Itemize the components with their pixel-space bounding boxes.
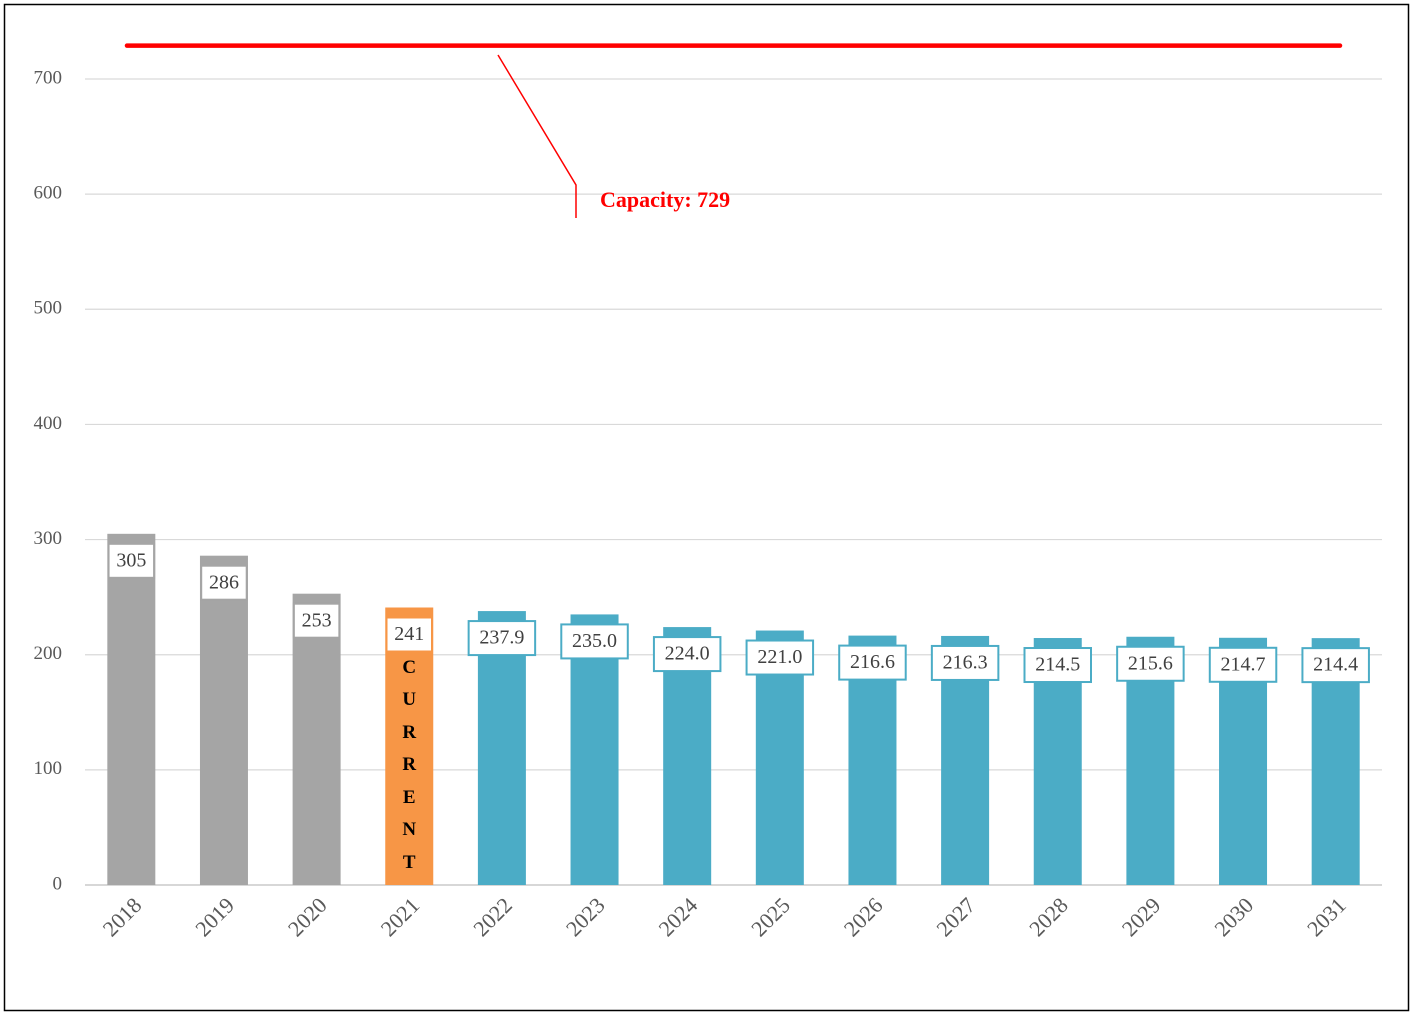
data-label: 253 xyxy=(302,609,332,631)
data-label-box xyxy=(560,623,629,660)
x-tick-label: 2027 xyxy=(931,892,980,941)
x-tick-label: 2018 xyxy=(98,892,147,941)
x-tick-label: 2021 xyxy=(376,892,425,941)
data-label: 214.4 xyxy=(1313,654,1358,676)
grid xyxy=(85,78,1382,886)
x-tick-label: 2023 xyxy=(561,892,610,941)
data-label: 235.0 xyxy=(572,630,617,652)
bar xyxy=(107,533,156,885)
data-label-box xyxy=(385,616,433,653)
data-label: 216.3 xyxy=(943,652,988,674)
x-tick-label: 2022 xyxy=(468,892,517,941)
data-label-box xyxy=(292,602,341,639)
y-tick-label: 700 xyxy=(34,67,63,88)
data-label: 241 xyxy=(394,623,424,645)
y-tick-label: 300 xyxy=(34,528,63,549)
data-label-box xyxy=(1023,647,1092,684)
bar xyxy=(199,555,248,885)
data-label-box xyxy=(1116,645,1185,682)
y-tick-label: 100 xyxy=(34,758,63,779)
data-label-box xyxy=(200,564,248,601)
x-tick-label: 2028 xyxy=(1024,892,1073,941)
data-label: 224.0 xyxy=(665,643,710,665)
chart-border xyxy=(3,3,1410,1012)
data-label-box xyxy=(838,644,907,681)
bar xyxy=(477,611,526,885)
data-label: 214.5 xyxy=(1035,654,1080,676)
data-label-box xyxy=(1301,647,1370,684)
current-label: CURRENT xyxy=(402,656,417,873)
bars xyxy=(107,533,1360,885)
data-label-box xyxy=(652,636,722,673)
y-tick-label: 500 xyxy=(34,298,63,319)
data-label-box xyxy=(930,644,1000,681)
data-label: 214.7 xyxy=(1221,653,1266,675)
y-tick-label: 400 xyxy=(34,413,63,434)
data-label-box xyxy=(1208,646,1278,683)
data-label: 221.0 xyxy=(757,646,802,668)
x-tick-label: 2024 xyxy=(653,892,702,941)
x-tick-label: 2020 xyxy=(283,892,332,941)
x-tick-label: 2031 xyxy=(1302,892,1351,941)
data-label-box xyxy=(107,542,156,579)
data-label: 215.6 xyxy=(1128,652,1173,674)
capacity-label: Capacity: 729 xyxy=(600,187,730,212)
data-label: 286 xyxy=(209,571,239,593)
y-tick-label: 0 xyxy=(53,873,63,894)
bar xyxy=(385,607,434,885)
data-label-box xyxy=(745,639,815,676)
y-tick-label: 600 xyxy=(34,183,63,204)
data-label: 237.9 xyxy=(479,627,524,649)
data-label: 305 xyxy=(116,549,146,571)
x-tick-label: 2030 xyxy=(1209,892,1258,941)
x-tick-label: 2025 xyxy=(746,892,795,941)
bar xyxy=(570,614,619,885)
x-tick-label: 2026 xyxy=(839,892,888,941)
bar xyxy=(292,593,341,885)
x-tick-label: 2019 xyxy=(190,892,239,941)
x-tick-label: 2029 xyxy=(1117,892,1166,941)
y-tick-label: 200 xyxy=(34,643,63,664)
data-label: 216.6 xyxy=(850,651,895,673)
annotation-leader xyxy=(497,54,577,218)
data-label-box xyxy=(467,620,537,657)
